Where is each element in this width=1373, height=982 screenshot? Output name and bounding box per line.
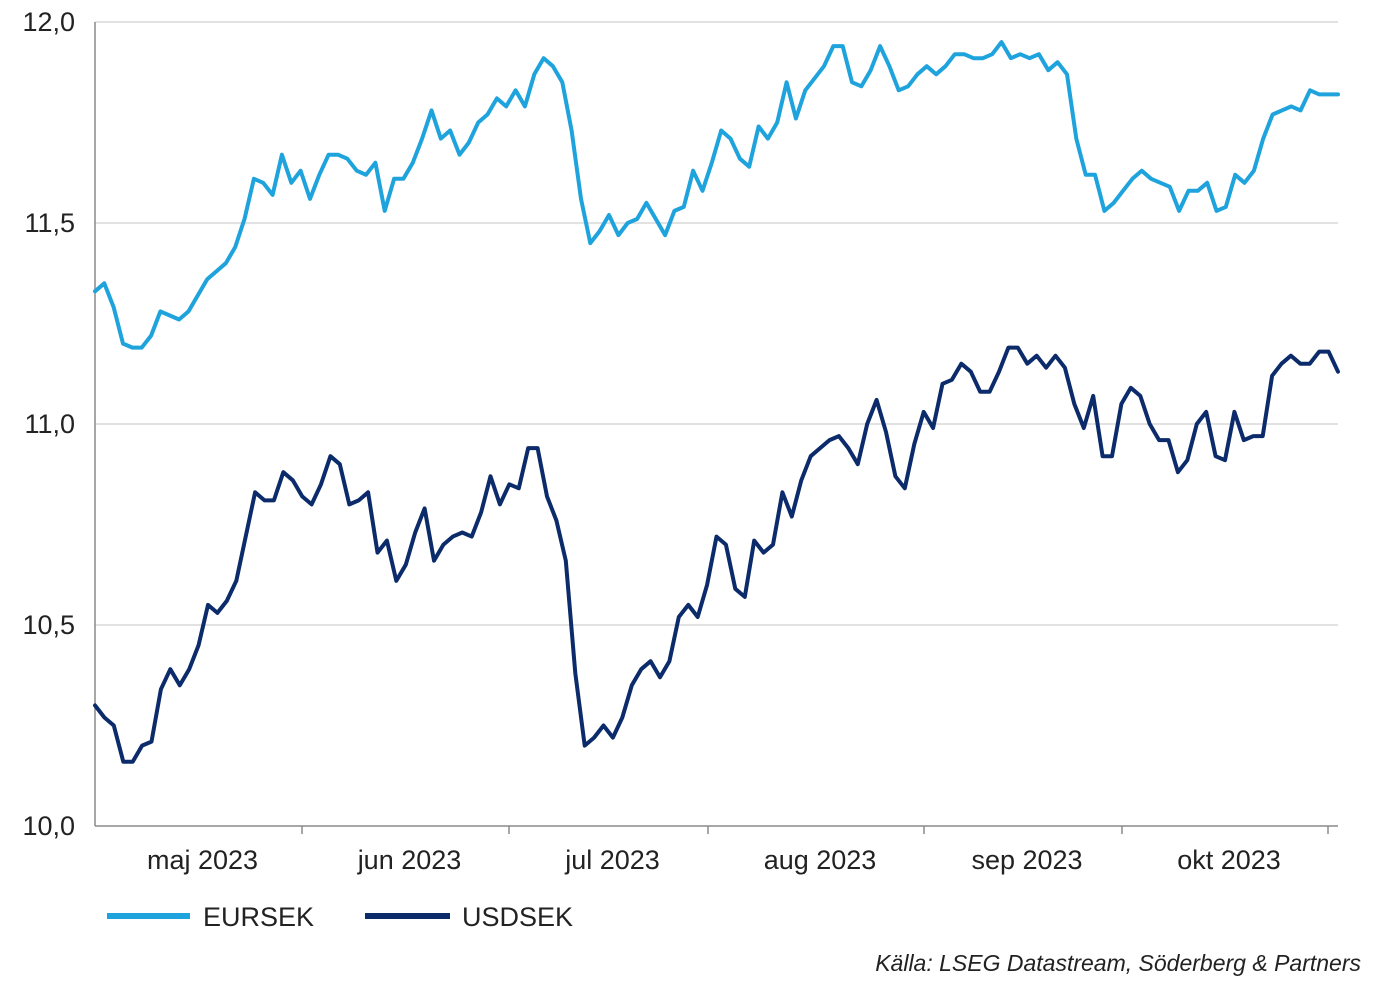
y-axis-ticks: 10,0 10,5 11,0 11,5 12,0 <box>22 7 75 841</box>
y-tick-label: 11,5 <box>24 208 75 238</box>
series-line-usdsek <box>93 345 1340 764</box>
y-tick-label: 12,0 <box>22 7 75 37</box>
y-tick-label: 10,5 <box>22 610 75 640</box>
x-tick-label: sep 2023 <box>971 845 1082 875</box>
x-tick-label: maj 2023 <box>147 845 258 875</box>
x-axis-ticks: maj 2023 jun 2023 jul 2023 aug 2023 sep 2023… <box>147 845 1281 875</box>
axes <box>94 22 1338 834</box>
series-lines <box>93 40 1340 764</box>
y-tick-label: 11,0 <box>24 409 75 439</box>
x-tick-label: jun 2023 <box>357 845 462 875</box>
legend: EURSEK USDSEK <box>107 902 573 932</box>
source-note: Källa: LSEG Datastream, Söderberg & Part… <box>875 950 1361 976</box>
legend-label: EURSEK <box>203 902 314 932</box>
legend-label: USDSEK <box>462 902 573 932</box>
x-tick-label: okt 2023 <box>1177 845 1281 875</box>
series-line-eursek <box>93 40 1340 350</box>
x-tick-label: aug 2023 <box>764 845 877 875</box>
gridlines <box>95 21 1338 626</box>
y-tick-label: 10,0 <box>22 811 75 841</box>
x-tick-label: jul 2023 <box>564 845 660 875</box>
